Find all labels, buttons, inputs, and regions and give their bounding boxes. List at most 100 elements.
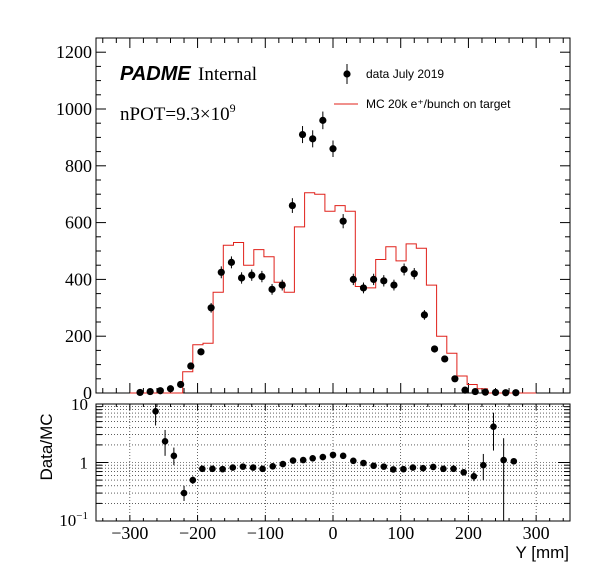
main-y-tick-label: 1200: [56, 42, 92, 62]
ratio-x-axis: −300 −200 −100 0 100 200 300: [102, 404, 564, 543]
ratio-point: [229, 464, 237, 471]
main-y-tick-label: 1000: [56, 99, 92, 119]
x-tick-label: 300: [523, 523, 550, 543]
data-point: [177, 380, 185, 389]
data-point: [481, 388, 489, 396]
x-tick-label: −300: [111, 523, 148, 543]
ratio-point: [309, 454, 316, 462]
ratio-y-axis: 10 1: [71, 395, 570, 522]
main-y-tick-label: 200: [65, 326, 92, 346]
data-point: [166, 385, 175, 393]
ratio-point: [289, 457, 297, 464]
ratio-point: [161, 438, 169, 445]
data-point: [420, 311, 429, 319]
data-point: [268, 285, 276, 293]
ratio-point: [429, 463, 437, 471]
data-point: [410, 270, 418, 278]
npot-label: nPOT=9.3×109: [120, 101, 236, 125]
data-point: [248, 271, 256, 279]
ratio-point: [249, 464, 257, 471]
data-point: [217, 268, 225, 276]
data-point: [370, 275, 378, 283]
main-x-axis: [102, 38, 564, 393]
ratio-point: [470, 473, 478, 480]
ratio-point: [490, 423, 497, 430]
main-y-tick-label: 0: [83, 383, 92, 403]
ratio-point: [480, 461, 487, 469]
ratio-point: [170, 452, 178, 460]
ratio-point: [510, 457, 518, 465]
ratio-point: [350, 457, 357, 465]
ratio-point: [269, 463, 277, 470]
data-point: [278, 281, 286, 289]
main-y-axis: 0 200 400 600 800 1000 1200: [56, 37, 570, 403]
ratio-point: [389, 466, 397, 473]
data-point: [390, 281, 398, 289]
main-y-tick-label: 800: [65, 156, 92, 176]
ratio-point: [339, 452, 347, 460]
x-axis-title: Y [mm]: [515, 543, 569, 562]
data-point: [491, 388, 500, 397]
ratio-point: [152, 408, 159, 415]
ratio-point: [209, 465, 216, 473]
ratio-point: [180, 489, 188, 497]
ratio-point: [370, 462, 377, 470]
ratio-point: [219, 465, 226, 473]
ratio-y-tick-label: 1: [80, 454, 89, 473]
ratio-points: [152, 404, 518, 521]
data-point: [451, 375, 459, 383]
data-point: [502, 389, 510, 397]
data-point: [237, 274, 246, 282]
data-point: [430, 345, 439, 353]
data-point: [339, 217, 347, 225]
ratio-point: [440, 465, 447, 473]
data-point: [512, 389, 520, 397]
ratio-point: [199, 465, 206, 473]
ratio-point: [450, 465, 457, 473]
data-points: [136, 111, 520, 397]
x-tick-label: −200: [179, 523, 216, 543]
ratio-point: [329, 451, 337, 459]
data-point: [400, 265, 408, 274]
data-point: [359, 284, 368, 292]
data-point: [258, 272, 266, 281]
data-point: [197, 348, 205, 356]
legend-label-mc: MC 20k e⁺/bunch on target: [366, 97, 511, 111]
experiment-label: PADME: [120, 63, 191, 85]
main-panel: 0 200 400 600 800 1000 1200 PADME Internal nPO…: [56, 37, 571, 403]
ratio-point: [279, 460, 287, 468]
x-tick-label: 200: [455, 523, 482, 543]
ratio-point: [259, 465, 266, 473]
data-point: [187, 362, 195, 370]
data-point: [441, 355, 449, 363]
data-point: [227, 258, 236, 266]
data-point: [207, 304, 215, 312]
main-y-tick-label: 600: [65, 213, 92, 233]
legend-label-data: data July 2019: [366, 67, 444, 81]
data-point: [298, 130, 307, 139]
main-y-tick-label: 400: [65, 269, 92, 289]
legend: data July 2019 MC 20k e⁺/bunch on target: [334, 64, 511, 111]
ratio-point: [239, 463, 247, 470]
ratio-y-tick-label: 10: [71, 395, 88, 414]
data-point: [380, 277, 388, 285]
ratio-grid: [96, 403, 570, 522]
legend-marker-data: [343, 64, 351, 84]
ratio-point: [400, 465, 407, 473]
ratio-point: [419, 464, 427, 472]
status-label: Internal: [198, 64, 257, 85]
data-point: [471, 387, 479, 396]
ratio-point: [319, 453, 327, 461]
ratio-y-tick-label-0.1: 10−1: [59, 510, 88, 530]
data-point: [288, 201, 296, 210]
x-tick-label: −100: [247, 523, 284, 543]
ratio-point: [360, 459, 367, 467]
x-tick-label: 0: [329, 523, 338, 543]
data-point: [349, 275, 357, 283]
ratio-y-axis-title: Data/MC: [37, 413, 56, 480]
data-point: [329, 145, 337, 153]
ratio-point: [409, 464, 417, 471]
ratio-point: [189, 476, 197, 484]
data-point: [309, 135, 317, 143]
